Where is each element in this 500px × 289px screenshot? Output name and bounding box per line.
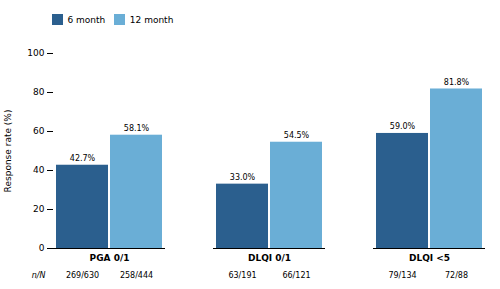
svg-text:0: 0 — [39, 243, 45, 253]
svg-text:33.0%: 33.0% — [230, 173, 256, 182]
svg-text:80: 80 — [33, 87, 45, 97]
svg-text:72/88: 72/88 — [445, 271, 468, 280]
svg-text:58.1%: 58.1% — [124, 124, 150, 133]
svg-text:40: 40 — [33, 165, 45, 175]
svg-text:66/121: 66/121 — [282, 271, 310, 280]
svg-text:42.7%: 42.7% — [70, 154, 96, 163]
svg-text:54.5%: 54.5% — [284, 131, 310, 140]
svg-text:DLQI <5: DLQI <5 — [409, 252, 450, 262]
svg-text:DLQI 0/1: DLQI 0/1 — [248, 252, 291, 262]
svg-text:60: 60 — [33, 126, 45, 136]
svg-text:Response rate (%): Response rate (%) — [3, 109, 13, 192]
html-text:12 month: 12 month — [129, 14, 174, 25]
svg-text:20: 20 — [33, 204, 45, 214]
svg-text:79/134: 79/134 — [388, 271, 416, 280]
svg-text:81.8%: 81.8% — [444, 77, 470, 86]
svg-text:100: 100 — [27, 48, 44, 58]
svg-text:n/N: n/N — [32, 271, 46, 280]
svg-text:258/444: 258/444 — [120, 271, 153, 280]
svg-text:PGA 0/1: PGA 0/1 — [90, 252, 130, 262]
svg-text:59.0%: 59.0% — [390, 122, 416, 131]
html-text:6 month: 6 month — [67, 14, 106, 25]
svg-text:63/191: 63/191 — [228, 271, 256, 280]
svg-text:269/630: 269/630 — [66, 271, 99, 280]
